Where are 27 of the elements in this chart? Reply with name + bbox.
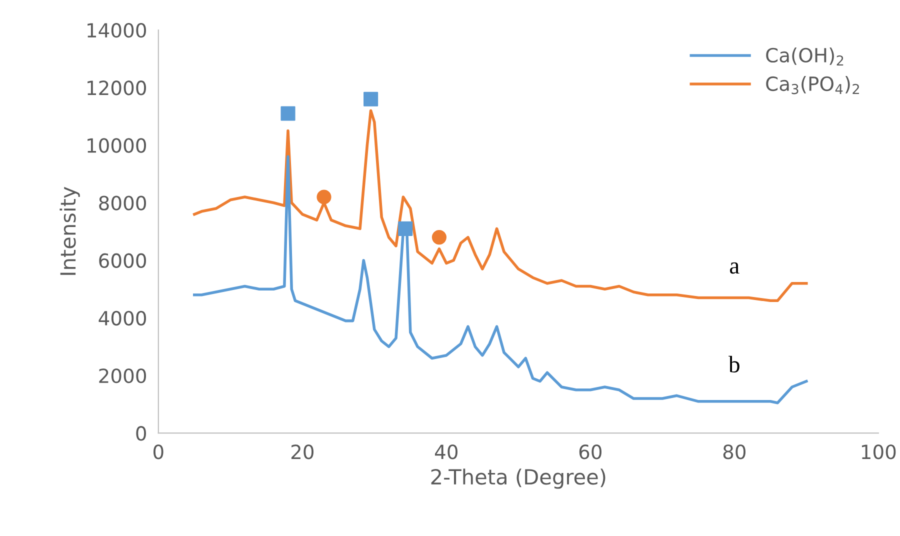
line-series bbox=[193, 155, 808, 404]
y-axis-title: Intensity bbox=[60, 186, 80, 275]
annotation: b bbox=[728, 356, 740, 372]
x-tick-label: 60 bbox=[579, 444, 602, 460]
x-tick-label: 100 bbox=[862, 444, 896, 460]
y-tick-label: 10000 bbox=[88, 138, 146, 153]
y-tick-label: 8000 bbox=[99, 196, 146, 210]
x-tick-label: 80 bbox=[723, 444, 746, 460]
point bbox=[280, 106, 296, 121]
y-tick-label: 4000 bbox=[98, 310, 146, 326]
x-axis-title: 2-Theta (Degree) bbox=[431, 468, 606, 489]
point bbox=[398, 221, 413, 236]
y-tick-label: 14000 bbox=[88, 22, 146, 38]
legend-label: Ca(OH)$_{2}$ bbox=[766, 48, 844, 66]
line-series bbox=[193, 109, 808, 302]
point bbox=[432, 230, 446, 245]
x-tick-label: 0 bbox=[153, 444, 164, 460]
y-tick-label: 12000 bbox=[88, 80, 146, 96]
point bbox=[316, 190, 332, 204]
y-tick-label: 2000 bbox=[99, 368, 146, 384]
y-tick-label: 6000 bbox=[99, 253, 146, 268]
point bbox=[364, 92, 378, 106]
annotation: a bbox=[730, 262, 740, 274]
legend-label: Ca$_{3}$(PO$_{4}$)$_{2}$ bbox=[766, 76, 859, 94]
x-tick-label: 40 bbox=[434, 444, 458, 460]
x-tick-label: 20 bbox=[291, 444, 314, 460]
y-tick-label: 0 bbox=[136, 426, 146, 441]
